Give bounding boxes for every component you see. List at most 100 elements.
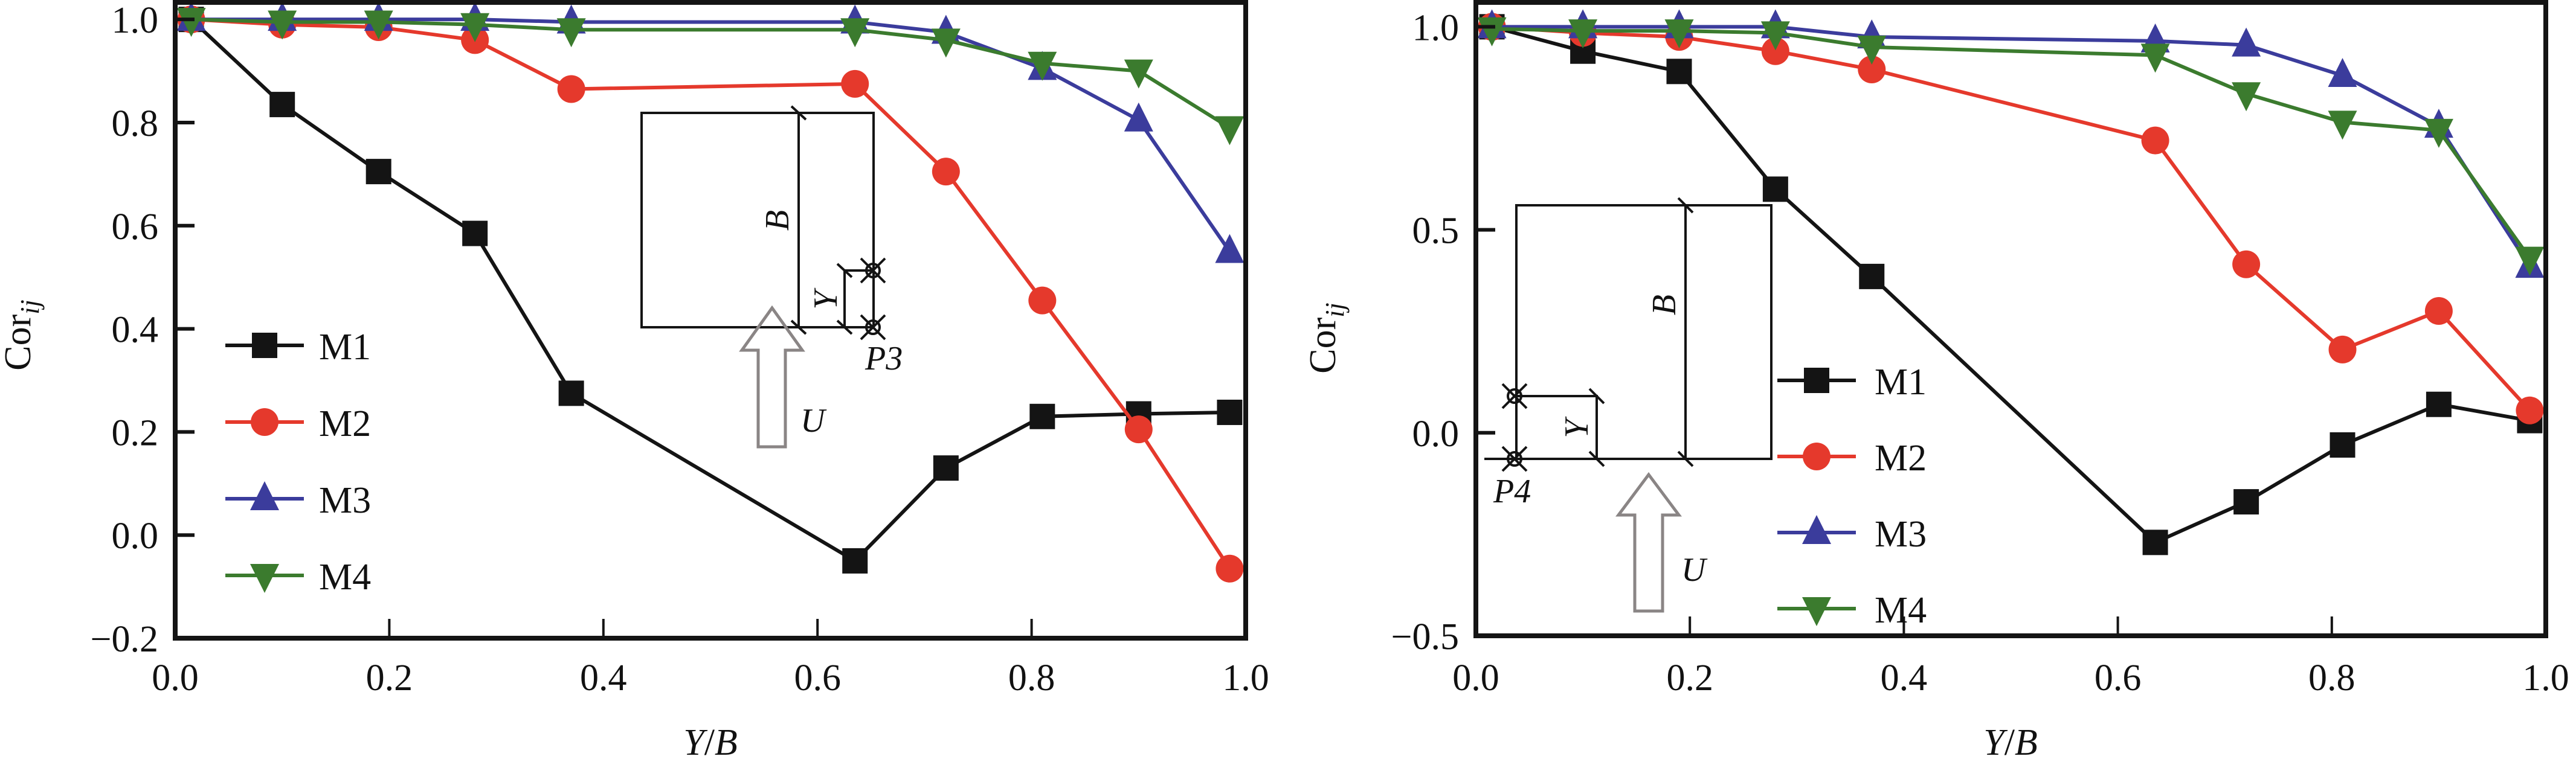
legend-marker-m2-icon bbox=[1803, 443, 1831, 470]
legend-label: M4 bbox=[1875, 590, 1927, 631]
x-tick-label: 0.0 bbox=[152, 658, 199, 699]
data-point-m4 bbox=[460, 13, 490, 42]
legend-item: M3 bbox=[225, 480, 371, 521]
series-line-m3 bbox=[1492, 25, 2531, 267]
y-axis-title: Corij bbox=[0, 299, 45, 370]
data-point-m1 bbox=[2142, 530, 2168, 555]
legend-item: M1 bbox=[1777, 362, 1927, 403]
y-tick-label: 0.0 bbox=[1412, 414, 1460, 455]
legend-item: M4 bbox=[225, 557, 371, 598]
legend-marker-m1-icon bbox=[252, 333, 277, 358]
y-tick-label: 0.4 bbox=[112, 310, 159, 351]
legend-item: M2 bbox=[1777, 438, 1927, 479]
series-m4 bbox=[176, 8, 1245, 146]
inset-label-point: P3 bbox=[865, 340, 903, 377]
y-axis-ticks: −0.2 0.0 0.2 0.4 0.6 0.8 1.0 bbox=[91, 0, 195, 660]
chart-panel-left: −0.20.00.20.40.60.81.0 0.0 0.2 0.4 0.6 0.8 1.… bbox=[0, 0, 1269, 763]
y-tick-label: 0.6 bbox=[112, 206, 159, 248]
data-point-m2 bbox=[932, 158, 960, 186]
y-tick-label: −0.5 bbox=[1391, 616, 1459, 658]
data-point-m1 bbox=[1029, 403, 1055, 429]
legend-label: M3 bbox=[1875, 514, 1927, 555]
wind-arrow-icon bbox=[1615, 472, 1682, 613]
data-point-m4 bbox=[840, 18, 870, 48]
dimension-tick bbox=[836, 319, 853, 335]
plot-frame bbox=[173, 0, 1248, 641]
y-tick-label: 0.8 bbox=[112, 103, 159, 144]
data-point-m1 bbox=[1762, 176, 1788, 202]
data-point-m2 bbox=[2516, 396, 2544, 424]
x-tick-label: 1.0 bbox=[2522, 658, 2569, 699]
legend-label: M1 bbox=[319, 327, 371, 368]
x-tick-label: 0.0 bbox=[1452, 658, 1499, 699]
data-point-m2 bbox=[557, 75, 585, 103]
dimension-tick bbox=[790, 105, 807, 121]
data-point-m1 bbox=[365, 159, 391, 185]
data-point-m4 bbox=[2328, 110, 2357, 140]
chart-panel-right: −0.50.00.51.0 0.0 0.2 0.4 0.6 0.8 1.0 bbox=[1302, 0, 2569, 763]
series-line-m3 bbox=[191, 18, 1231, 253]
series-line-m4 bbox=[1492, 27, 2531, 260]
data-point-m4 bbox=[2140, 43, 2170, 73]
data-point-m4 bbox=[1664, 19, 1694, 49]
series-line-m1 bbox=[190, 18, 1230, 563]
series-layer bbox=[1477, 9, 2545, 555]
legend-label: M2 bbox=[1875, 438, 1927, 479]
data-point-m1 bbox=[2426, 391, 2452, 417]
data-point-m4 bbox=[1857, 35, 1887, 65]
y-tick-label: 0.0 bbox=[112, 516, 159, 557]
series-m4 bbox=[1477, 17, 2545, 276]
data-point-m4 bbox=[2424, 118, 2453, 148]
y-tick-label: 1.0 bbox=[1412, 7, 1460, 48]
tap-marker-icon bbox=[860, 257, 886, 284]
building-outline bbox=[1515, 204, 1773, 460]
legend-label: M2 bbox=[319, 403, 371, 444]
data-point-m4 bbox=[176, 8, 206, 37]
inset-schematic bbox=[1484, 197, 1773, 472]
data-point-m1 bbox=[558, 380, 584, 406]
y-axis-ticks: −0.5 0.0 0.5 1.0 bbox=[1391, 7, 1495, 658]
inset-label-B: B bbox=[1646, 295, 1683, 315]
y-tick-label: 0.5 bbox=[1412, 211, 1460, 252]
legend-label: M4 bbox=[319, 557, 371, 598]
data-point-m4 bbox=[1215, 116, 1245, 146]
data-point-m1 bbox=[2233, 489, 2259, 515]
legend-marker-m4-icon bbox=[250, 564, 279, 593]
data-point-m2 bbox=[2424, 297, 2453, 325]
data-point-m1 bbox=[269, 92, 295, 118]
tap-marker-icon bbox=[1501, 383, 1528, 409]
tap-marker-icon bbox=[1501, 446, 1528, 472]
data-point-m1 bbox=[842, 548, 868, 574]
legend-label: M3 bbox=[319, 480, 371, 521]
legend: M1 M2 M3 M4 bbox=[1777, 362, 1927, 631]
data-point-m2 bbox=[2141, 126, 2169, 155]
data-point-m4 bbox=[2232, 82, 2261, 112]
series-line-m1 bbox=[1491, 25, 2530, 545]
legend-marker-m4-icon bbox=[1802, 597, 1831, 626]
dimension-tick bbox=[836, 263, 853, 278]
data-point-m2 bbox=[1858, 55, 1886, 83]
data-point-m1 bbox=[1859, 263, 1885, 289]
dimension-tick bbox=[1588, 450, 1605, 467]
inset-label-point: P4 bbox=[1493, 473, 1531, 510]
data-point-m4 bbox=[268, 10, 297, 40]
y-tick-label: 0.2 bbox=[112, 412, 159, 453]
data-point-m1 bbox=[2330, 432, 2355, 458]
wind-arrow-icon bbox=[739, 305, 805, 449]
legend-label: M1 bbox=[1875, 362, 1927, 403]
dimension-tick bbox=[1677, 197, 1694, 214]
series-line-m4 bbox=[191, 18, 1231, 130]
data-point-m4 bbox=[931, 28, 961, 58]
dimension-line-Y bbox=[843, 269, 873, 327]
data-point-m4 bbox=[364, 10, 393, 40]
data-point-m1 bbox=[1217, 399, 1243, 425]
series-m2 bbox=[1478, 13, 2544, 424]
data-point-m3 bbox=[2328, 58, 2357, 88]
x-tick-label: 0.4 bbox=[1881, 658, 1928, 699]
data-point-m4 bbox=[2515, 246, 2545, 276]
x-tick-label: 0.8 bbox=[1008, 658, 1055, 699]
series-line-m2 bbox=[191, 18, 1231, 570]
legend-item: M2 bbox=[225, 403, 371, 444]
x-tick-label: 0.4 bbox=[580, 658, 627, 699]
inset-label-flow: U bbox=[1681, 551, 1708, 589]
